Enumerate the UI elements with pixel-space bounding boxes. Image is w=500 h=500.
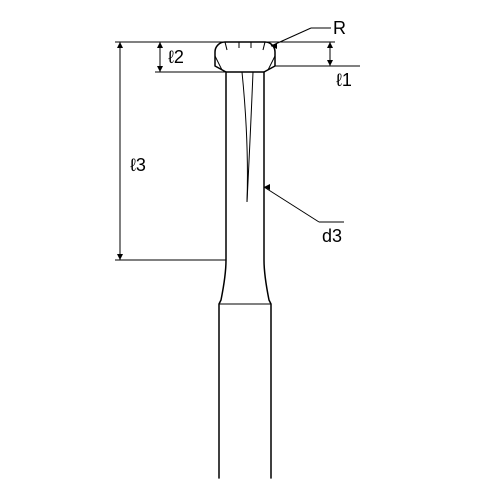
label-d3: d3 (322, 226, 342, 246)
label-R: R (333, 18, 346, 38)
label-l3: ℓ3 (130, 155, 146, 175)
label-l2: ℓ2 (168, 47, 184, 67)
label-l1: ℓ1 (336, 70, 352, 90)
